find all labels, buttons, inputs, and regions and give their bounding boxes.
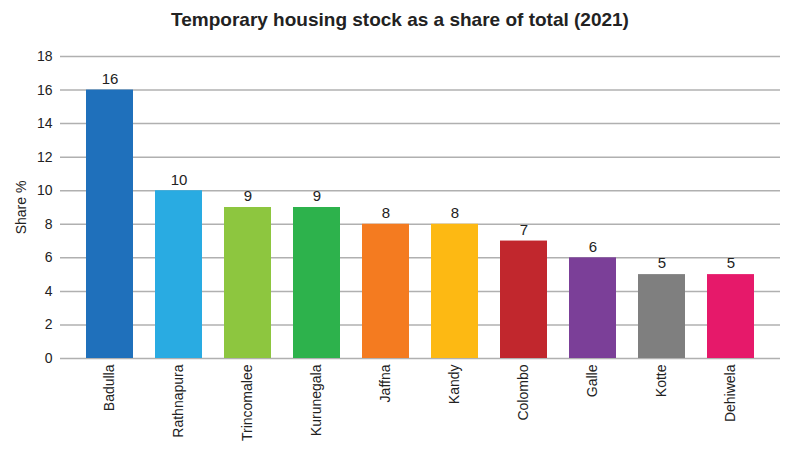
svg-text:4: 4 bbox=[45, 283, 53, 299]
svg-text:Kotte: Kotte bbox=[653, 364, 669, 397]
html-text:Temporary housing stock as a s: Temporary housing stock as a share of to… bbox=[171, 9, 629, 30]
svg-text:16: 16 bbox=[102, 70, 119, 87]
svg-text:7: 7 bbox=[520, 221, 528, 238]
svg-text:Dehiwela: Dehiwela bbox=[722, 364, 738, 422]
svg-text:9: 9 bbox=[244, 187, 252, 204]
svg-text:8: 8 bbox=[451, 204, 459, 221]
svg-text:18: 18 bbox=[37, 48, 53, 64]
svg-text:Galle: Galle bbox=[584, 364, 600, 397]
svg-text:8: 8 bbox=[45, 216, 53, 232]
svg-text:Rathnapura: Rathnapura bbox=[170, 364, 186, 437]
svg-text:0: 0 bbox=[45, 350, 53, 366]
svg-text:Jaffna: Jaffna bbox=[377, 364, 393, 402]
svg-text:6: 6 bbox=[589, 238, 597, 255]
svg-text:16: 16 bbox=[37, 82, 53, 98]
svg-text:Kandy: Kandy bbox=[446, 365, 462, 405]
svg-text:14: 14 bbox=[37, 115, 53, 131]
svg-text:5: 5 bbox=[727, 254, 735, 271]
svg-text:Badulla: Badulla bbox=[101, 364, 117, 411]
svg-text:12: 12 bbox=[37, 149, 53, 165]
svg-text:10: 10 bbox=[37, 182, 53, 198]
svg-text:Kurunegala: Kurunegala bbox=[308, 364, 324, 436]
svg-text:9: 9 bbox=[313, 187, 321, 204]
svg-text:5: 5 bbox=[658, 254, 666, 271]
svg-text:2: 2 bbox=[45, 316, 53, 332]
svg-text:Colombo: Colombo bbox=[515, 364, 531, 420]
svg-text:8: 8 bbox=[382, 204, 390, 221]
svg-text:Share %: Share % bbox=[13, 181, 29, 235]
svg-text:10: 10 bbox=[171, 171, 188, 188]
svg-text:6: 6 bbox=[45, 249, 53, 265]
svg-text:Trincomalee: Trincomalee bbox=[239, 364, 255, 441]
